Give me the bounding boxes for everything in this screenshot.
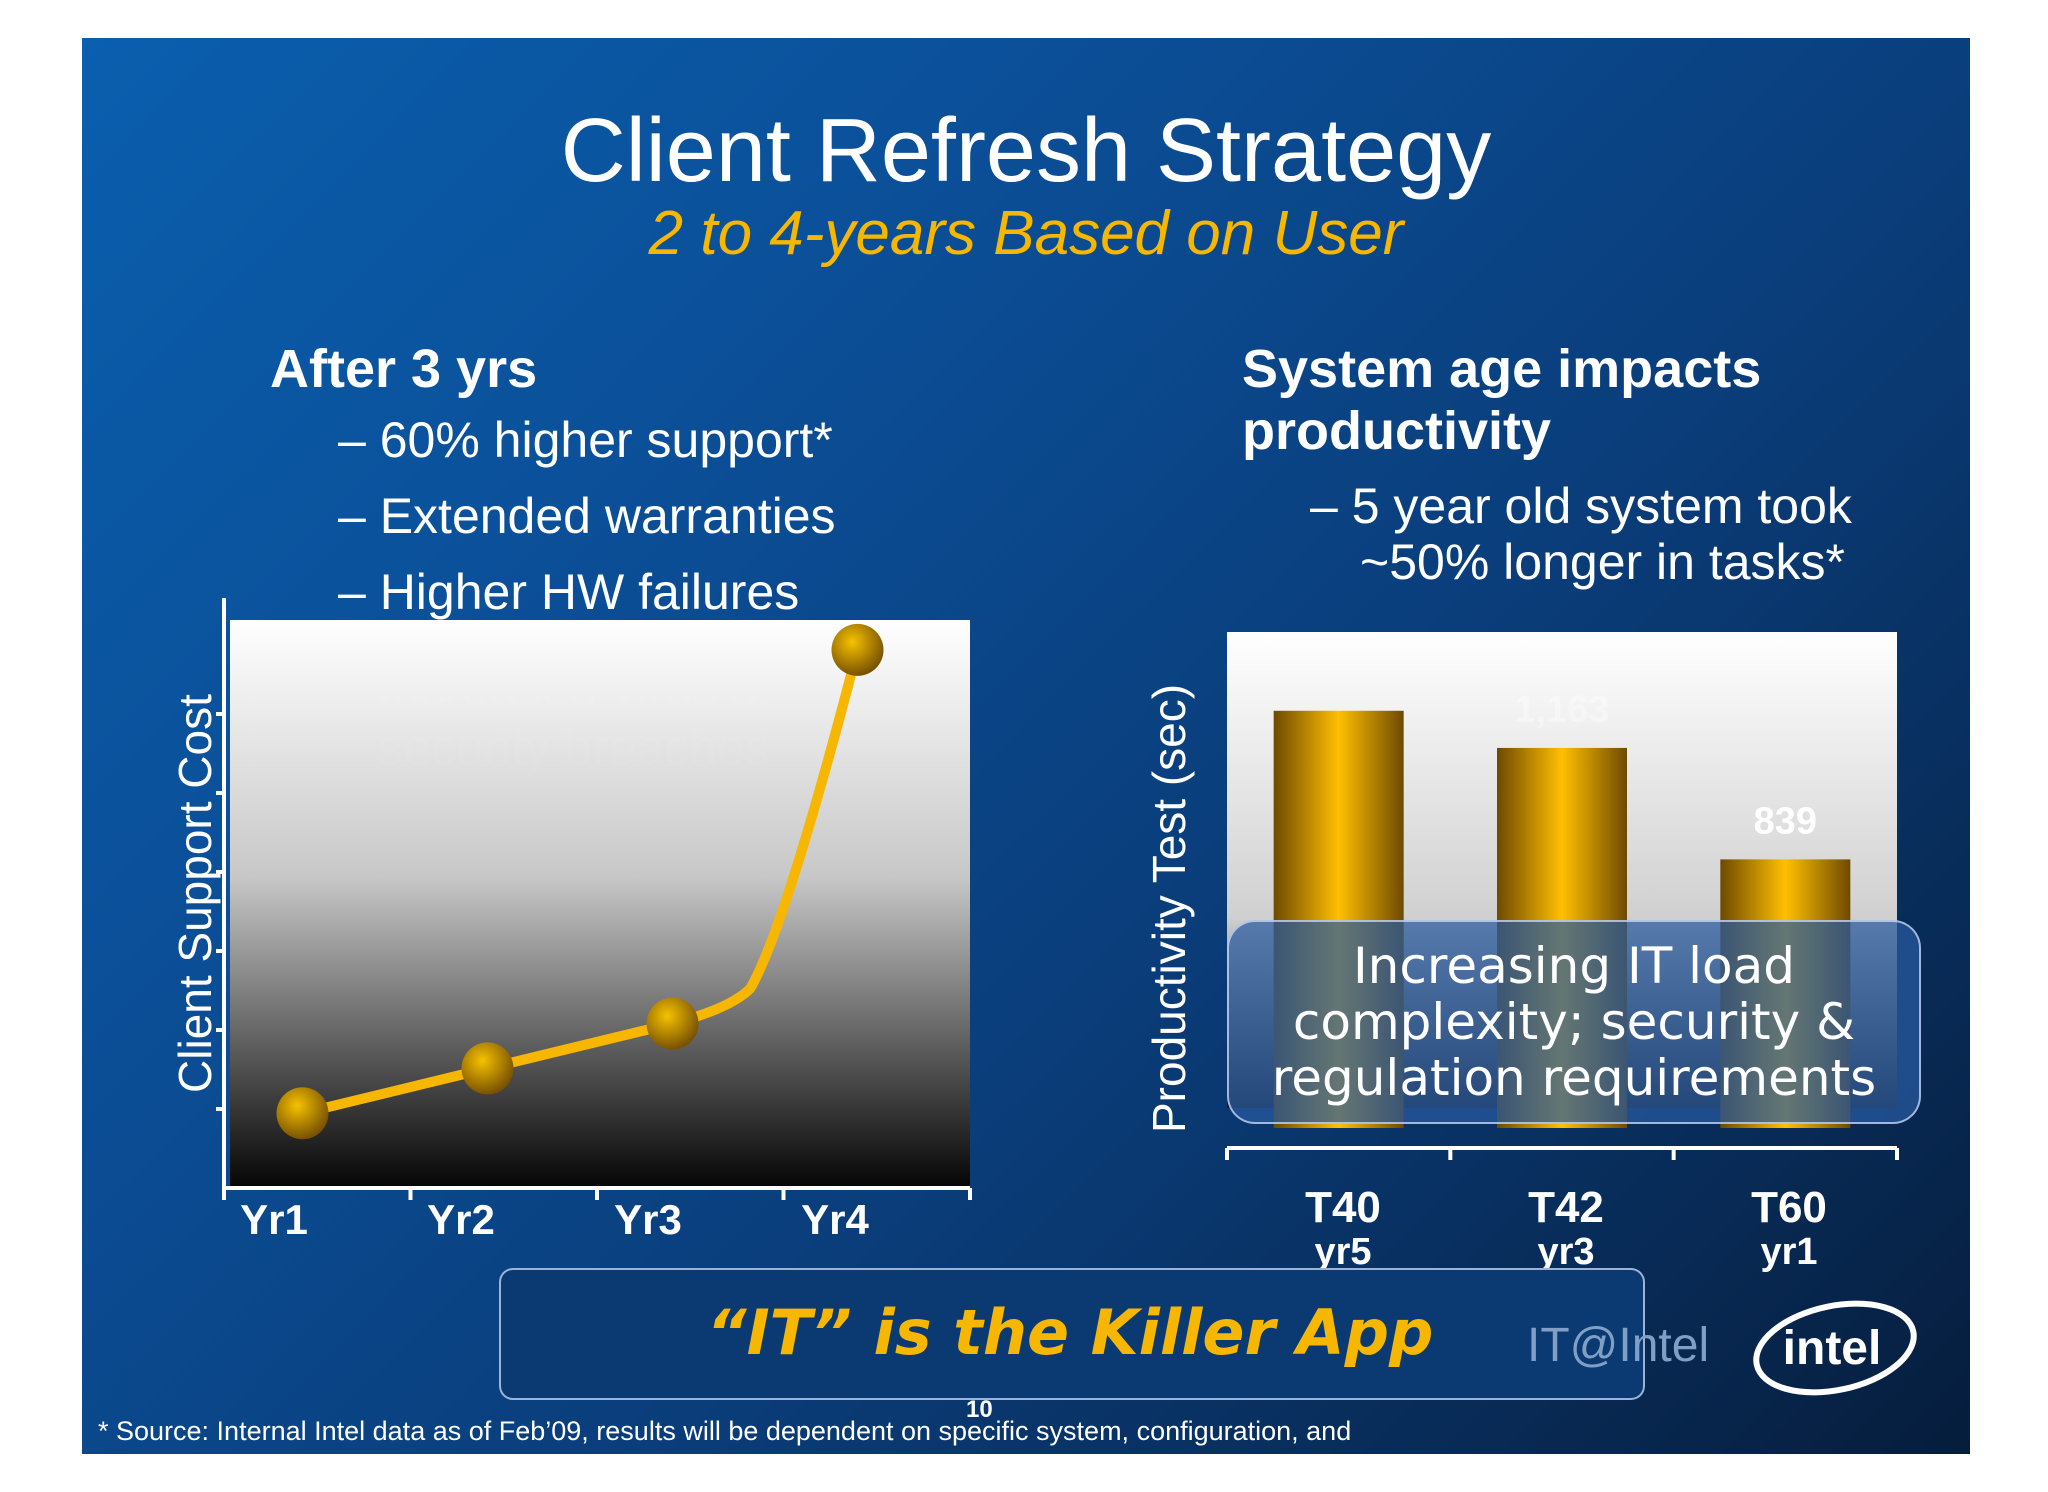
- callout-box: Increasing IT load complexity; security …: [1227, 920, 1921, 1124]
- series-line: [301, 648, 863, 1119]
- data-point: [831, 623, 884, 676]
- callout-line: complexity; security &: [1292, 993, 1856, 1051]
- right-bullet: – 5 year old system took: [1310, 478, 1852, 534]
- right-bullet: ~50% longer in tasks*: [1360, 534, 1846, 590]
- hidden-bullet: Increased virus &: [378, 660, 765, 716]
- bar-category-label: T42: [1528, 1183, 1604, 1232]
- bar-category-sublabel: yr1: [1760, 1231, 1818, 1273]
- y-axis-label: Productivity Test (sec): [1143, 683, 1195, 1133]
- callout-line: Increasing IT load: [1352, 937, 1796, 995]
- slide-title: Client Refresh Strategy: [560, 101, 1492, 201]
- bar-value-label: 1,163: [1514, 689, 1609, 731]
- left-bullet: – Higher HW failures: [338, 564, 800, 620]
- footnote: * Source: Internal Intel data as of Feb’…: [98, 1416, 1352, 1446]
- intel-logo: intel: [1753, 1300, 1917, 1396]
- bar-value-label: 839: [1754, 800, 1817, 842]
- x-tick-label: Yr1: [240, 1196, 308, 1243]
- right-heading: System age impacts: [1242, 339, 1762, 399]
- hidden-bullet: security breaches: [378, 720, 770, 776]
- data-point: [646, 997, 699, 1050]
- x-tick-label: Yr3: [614, 1196, 682, 1243]
- left-bullet: – Extended warranties: [338, 488, 836, 544]
- left-heading: After 3 yrs: [270, 339, 538, 399]
- x-tick-label: Yr2: [427, 1196, 495, 1243]
- data-point: [461, 1042, 514, 1095]
- it-at-intel-brand: IT@Intel: [1527, 1319, 1710, 1372]
- plot-area: [230, 620, 970, 1188]
- charts-canvas: 1,163 839: [216, 598, 1899, 1200]
- data-point: [276, 1087, 329, 1140]
- slide-subtitle: 2 to 4-years Based on User: [648, 199, 1404, 268]
- left-bullet: – 60% higher support*: [338, 412, 833, 468]
- bar-category-label: T60: [1751, 1183, 1827, 1232]
- support-cost-chart: [216, 598, 972, 1200]
- x-tick-label: Yr4: [801, 1196, 869, 1243]
- banner-box: [499, 1268, 1645, 1400]
- svg-text:intel: intel: [1783, 1322, 1882, 1375]
- page-number: 10: [966, 1396, 993, 1423]
- bar-category-label: T40: [1305, 1183, 1381, 1232]
- right-heading: productivity: [1242, 401, 1552, 461]
- callout-line: regulation requirements: [1271, 1049, 1877, 1107]
- y-axis-label: Client Support Cost: [169, 694, 221, 1093]
- slide: Client Refresh Strategy 2 to 4-years Bas…: [82, 38, 1970, 1454]
- bar-category-sublabel: yr5: [1314, 1231, 1372, 1273]
- banner-text: “IT” is the Killer App: [706, 1296, 1434, 1369]
- bar-category-sublabel: yr3: [1537, 1231, 1595, 1273]
